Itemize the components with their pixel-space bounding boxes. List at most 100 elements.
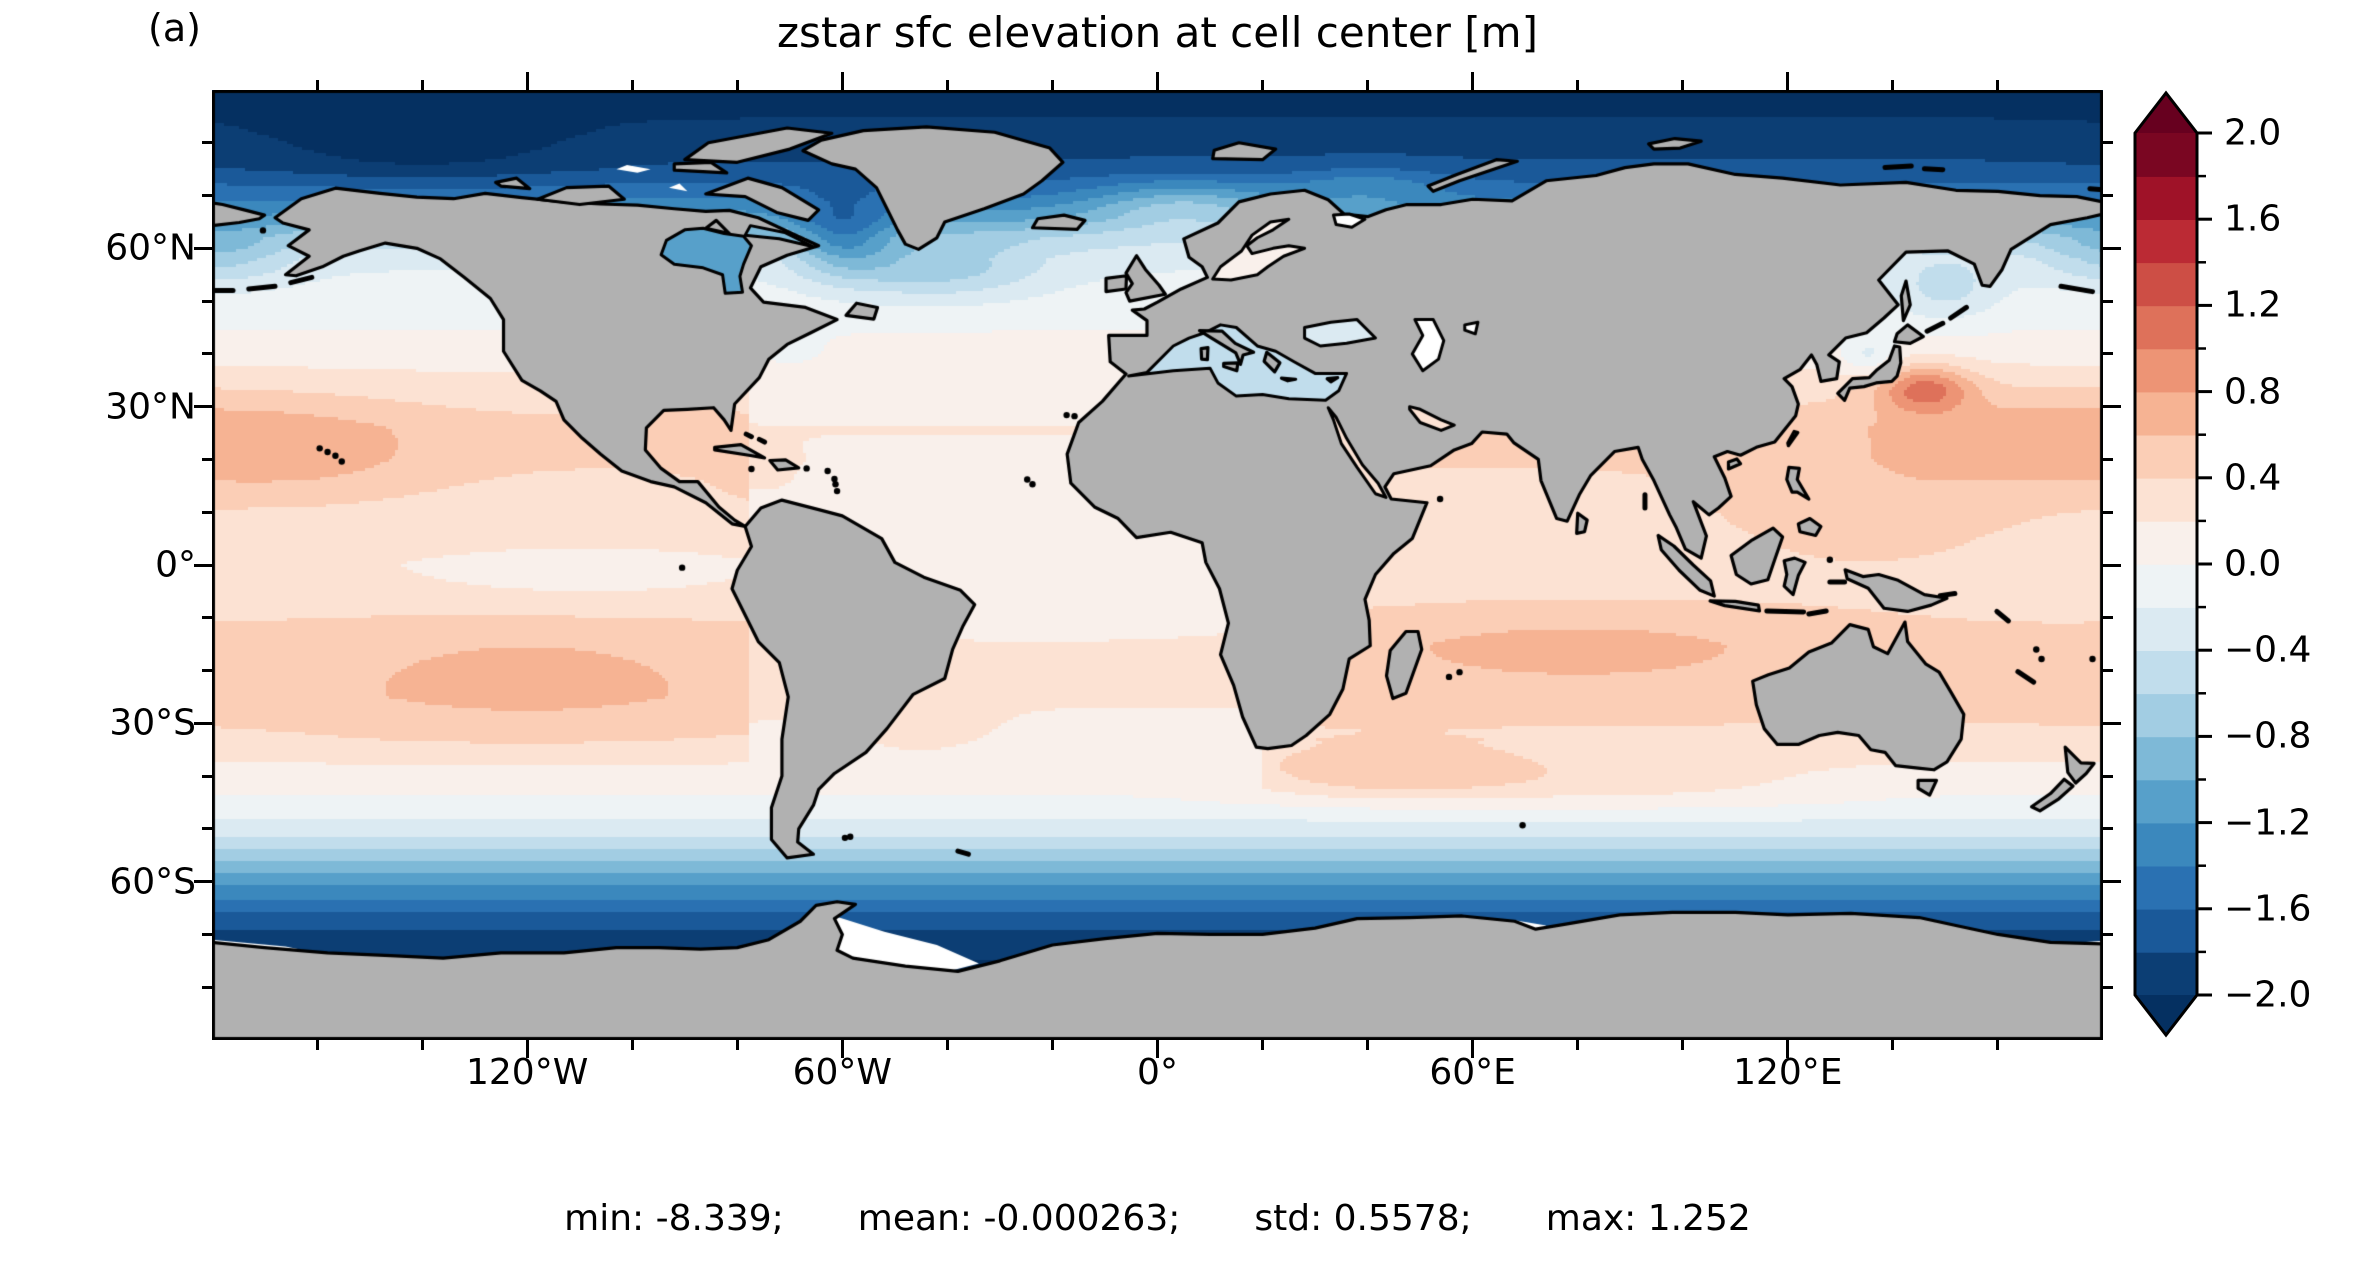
lat-tick [2103, 510, 2113, 514]
lat-tick [202, 194, 212, 198]
colorbar-over-arrow [2135, 93, 2197, 133]
lat-tick [202, 932, 212, 936]
lat-tick [2103, 457, 2113, 461]
colorbar-tick-label: 0.8 [2224, 371, 2282, 413]
lon-tick [315, 1040, 319, 1050]
colorbar-bin [2135, 520, 2197, 565]
lon-tick [525, 72, 529, 90]
lat-tick-label: 60°S [109, 861, 196, 903]
lon-tick [1681, 80, 1685, 90]
lon-tick [315, 80, 319, 90]
lon-tick [1471, 1040, 1475, 1058]
lat-tick [202, 141, 212, 145]
lat-tick [194, 246, 212, 250]
lat-tick [202, 985, 212, 989]
colorbar-bin [2135, 262, 2197, 307]
colorbar-under-arrow [2135, 995, 2197, 1035]
lat-tick [2103, 246, 2121, 250]
colorbar-bin [2135, 607, 2197, 651]
stat-mean: mean: -0.000263; [857, 1198, 1181, 1239]
colorbar-bin [2135, 305, 2197, 350]
colorbar-tick-label: −2.0 [2224, 974, 2312, 1016]
lat-tick [2103, 563, 2121, 567]
colorbar-bin [2135, 865, 2197, 910]
lon-tick [945, 1040, 949, 1050]
colorbar-tick-label: −1.6 [2224, 888, 2312, 930]
lon-tick [1576, 1040, 1580, 1050]
stat-max: max: 1.252 [1545, 1198, 1751, 1239]
colorbar-tick-label: −1.2 [2224, 802, 2312, 844]
colorbar-bin [2135, 434, 2197, 479]
lat-tick [202, 510, 212, 514]
colorbar-bin [2135, 348, 2197, 393]
colorbar-tick-label: 0.4 [2224, 457, 2282, 499]
colorbar-tick-label: 1.6 [2224, 198, 2282, 240]
lon-tick [1156, 72, 1159, 90]
colorbar-tick-label: 0.0 [2224, 543, 2282, 585]
lat-tick-label: 30°S [109, 702, 196, 744]
lon-tick [945, 80, 949, 90]
colorbar-bin [2135, 908, 2197, 953]
colorbar-bin [2135, 219, 2197, 264]
figure-title: zstar sfc elevation at cell center [m] [777, 8, 1538, 57]
lat-tick [202, 774, 212, 778]
lat-tick [2103, 405, 2121, 409]
colorbar-bin [2135, 736, 2197, 781]
lat-tick-label: 30°N [105, 386, 196, 428]
lon-tick [1891, 80, 1895, 90]
lon-tick-label: 60°W [792, 1052, 893, 1093]
colorbar-bin [2135, 779, 2197, 824]
lat-tick [194, 880, 212, 884]
lat-tick [202, 299, 212, 303]
lon-tick [1156, 1040, 1159, 1058]
lat-tick [202, 457, 212, 461]
lat-tick [202, 352, 212, 356]
lon-tick [420, 1040, 424, 1050]
lat-tick [2103, 669, 2113, 673]
colorbar-bin [2135, 477, 2197, 522]
lat-tick [2103, 352, 2113, 356]
colorbar-tick-label: 1.2 [2224, 284, 2282, 326]
lon-tick [1471, 72, 1475, 90]
colorbar-bin [2135, 391, 2197, 436]
lat-tick [194, 563, 212, 567]
lon-tick [420, 80, 424, 90]
lat-tick [2103, 299, 2113, 303]
colorbar-bin [2135, 822, 2197, 867]
lon-tick [1996, 80, 2000, 90]
lon-tick-label: 120°W [466, 1052, 589, 1093]
lon-tick [1261, 1040, 1265, 1050]
lon-tick [1576, 80, 1580, 90]
stat-min: min: -8.339; [564, 1198, 784, 1239]
lon-tick [630, 1040, 634, 1050]
lon-tick-label: 0° [1137, 1052, 1178, 1093]
lon-tick [1786, 72, 1790, 90]
lon-tick [1891, 1040, 1895, 1050]
lon-tick [840, 1040, 844, 1058]
lon-tick [735, 80, 739, 90]
lon-tick [630, 80, 634, 90]
colorbar-bin [2135, 951, 2197, 996]
colorbar-tick-label: −0.8 [2224, 715, 2312, 757]
colorbar-tick-label: 2.0 [2224, 112, 2282, 154]
lat-tick [202, 669, 212, 673]
lon-tick [1050, 80, 1054, 90]
lat-tick [194, 405, 212, 409]
stats-line: min: -8.339; mean: -0.000263; std: 0.557… [212, 1198, 2103, 1239]
lon-tick-label: 60°E [1429, 1052, 1516, 1093]
lat-tick [2103, 985, 2113, 989]
panel-label: (a) [148, 6, 201, 50]
lat-tick [2103, 827, 2113, 831]
lat-tick-label: 60°N [105, 227, 196, 269]
lat-tick [2103, 141, 2113, 145]
colorbar-bin [2135, 564, 2197, 608]
lon-tick [1681, 1040, 1685, 1050]
lon-tick [1366, 80, 1370, 90]
lon-tick [735, 1040, 739, 1050]
colorbar-tick-label: −0.4 [2224, 629, 2312, 671]
lon-tick-label: 120°E [1733, 1052, 1843, 1093]
lon-tick [1996, 1040, 2000, 1050]
lat-tick [2103, 880, 2121, 884]
lat-tick [202, 827, 212, 831]
lat-tick [2103, 932, 2113, 936]
